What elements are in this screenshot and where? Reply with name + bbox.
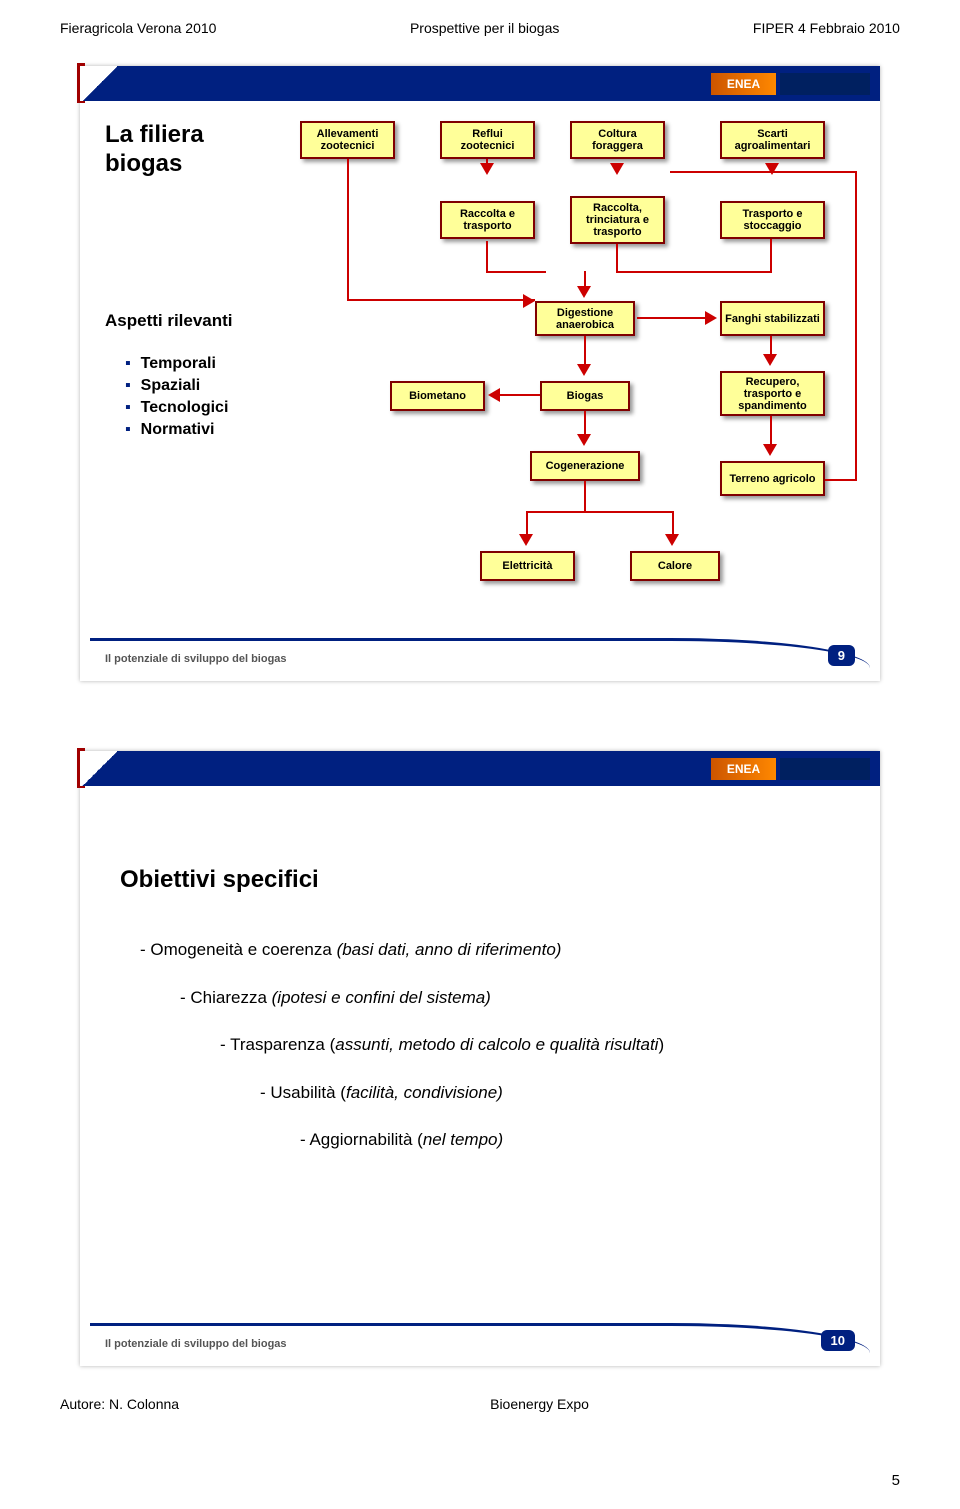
box-allevamenti: Allevamenti zootecnici	[300, 121, 395, 159]
slide-obiettivi: ENEA Obiettivi specifici - Omogeneità e …	[80, 751, 880, 1366]
box-fanghi: Fanghi stabilizzati	[720, 301, 825, 336]
slide-title: La filiera biogas	[105, 121, 204, 179]
box-reflui: Reflui zootecnici	[440, 121, 535, 159]
hdr-center: Prospettive per il biogas	[410, 20, 559, 36]
arrow-icon	[610, 163, 624, 175]
slide-footer-text: Il potenziale di sviluppo del biogas	[105, 1338, 287, 1350]
box-raccolta-trasporto: Raccolta e trasporto	[440, 201, 535, 239]
objective-item: - Chiarezza (ipotesi e confini del siste…	[180, 974, 664, 1022]
objective-item: - Omogeneità e coerenza (basi dati, anno…	[140, 926, 664, 974]
aspect-item: Temporali	[125, 355, 228, 373]
arrow-icon	[705, 311, 717, 325]
box-recupero: Recupero, trasporto e spandimento	[720, 371, 825, 416]
box-digestione: Digestione anaerobica	[535, 301, 635, 336]
arrow-icon	[523, 294, 535, 308]
slide-number: 9	[828, 645, 855, 666]
box-raccolta-trinc: Raccolta, trinciatura e trasporto	[570, 196, 665, 244]
arrow-icon	[577, 434, 591, 446]
logo-text: ENEA	[711, 758, 776, 780]
aspect-title: Aspetti rilevanti	[105, 311, 233, 331]
slide-footer-text: Il potenziale di sviluppo del biogas	[105, 653, 287, 665]
box-biometano: Biometano	[390, 381, 485, 411]
box-elettricita: Elettricità	[480, 551, 575, 581]
objectives-list: - Omogeneità e coerenza (basi dati, anno…	[140, 926, 664, 1164]
box-scarti: Scarti agroalimentari	[720, 121, 825, 159]
slide-filiera-biogas: ENEA La filiera biogas Aspetti rilevanti…	[80, 66, 880, 681]
box-terreno: Terreno agricolo	[720, 461, 825, 496]
arrow-icon	[519, 534, 533, 546]
header: Fieragricola Verona 2010 Prospettive per…	[60, 20, 900, 36]
aspect-item: Spaziali	[125, 377, 228, 395]
enea-logo: ENEA	[711, 73, 870, 95]
author: Autore: N. Colonna	[60, 1396, 179, 1412]
objective-item: - Usabilità (facilità, condivisione)	[260, 1069, 664, 1117]
hdr-left: Fieragricola Verona 2010	[60, 20, 216, 36]
page-number: 5	[0, 1472, 900, 1489]
aspect-list: Temporali Spaziali Tecnologici Normativi	[125, 351, 228, 443]
page-footer: Autore: N. Colonna Bioenergy Expo	[60, 1396, 900, 1412]
arrow-icon	[577, 364, 591, 376]
box-cogenerazione: Cogenerazione	[530, 451, 640, 481]
objective-item: - Trasparenza (assunti, metodo di calcol…	[220, 1021, 664, 1069]
box-calore: Calore	[630, 551, 720, 581]
hdr-right: FIPER 4 Febbraio 2010	[753, 20, 900, 36]
arrow-icon	[488, 388, 500, 402]
objectives-title: Obiettivi specifici	[120, 866, 319, 894]
arrow-icon	[763, 354, 777, 366]
arrow-icon	[665, 534, 679, 546]
box-trasporto-stoc: Trasporto e stoccaggio	[720, 201, 825, 239]
box-coltura: Coltura foraggera	[570, 121, 665, 159]
objective-item: - Aggiornabilità (nel tempo)	[300, 1116, 664, 1164]
aspect-item: Tecnologici	[125, 399, 228, 417]
arrow-icon	[763, 444, 777, 456]
arrow-icon	[577, 286, 591, 298]
logo-text: ENEA	[711, 73, 776, 95]
aspect-item: Normativi	[125, 421, 228, 439]
slide-number: 10	[821, 1330, 855, 1351]
arrow-icon	[765, 163, 779, 175]
expo: Bioenergy Expo	[490, 1396, 589, 1412]
box-biogas: Biogas	[540, 381, 630, 411]
enea-logo: ENEA	[711, 758, 870, 780]
arrow-icon	[480, 163, 494, 175]
